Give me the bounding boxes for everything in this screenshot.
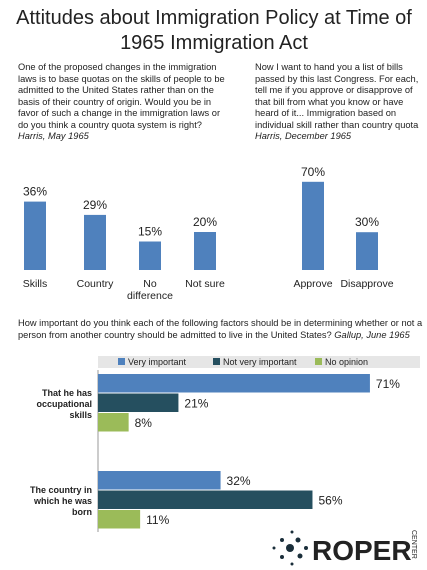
legend-label: Not very important (223, 357, 297, 367)
question: Now I want to hand you a list of bills p… (255, 62, 423, 143)
page-title: Attitudes about Immigration Policy at Ti… (16, 7, 412, 54)
value-label: 11% (146, 513, 169, 527)
legend-bg (98, 356, 420, 368)
logo-sub: CENTER (410, 530, 417, 559)
legend-label: Very important (128, 357, 187, 367)
bar (98, 510, 141, 529)
bar (139, 241, 161, 270)
bar (84, 214, 106, 270)
bar (98, 393, 179, 412)
value-label: 30% (355, 215, 379, 229)
bar (302, 181, 324, 270)
question: One of the proposed changes in the immig… (18, 62, 228, 143)
value-label: 15% (138, 225, 162, 239)
bar (98, 413, 129, 432)
value-label: 32% (227, 474, 251, 488)
question-text: Now I want to hand you a list of bills p… (255, 62, 419, 130)
value-label: 21% (184, 396, 208, 410)
logo-icon (272, 530, 308, 566)
value-label: 29% (83, 198, 107, 212)
question: How important do you think each of the f… (18, 318, 423, 341)
bar (356, 232, 378, 270)
category-label: Not sure (185, 278, 225, 290)
legend-swatch (213, 358, 220, 365)
value-label: 20% (193, 215, 217, 229)
legend-label: No opinion (325, 357, 368, 367)
source: Gallup, June 1965 (334, 329, 410, 340)
source: Harris, December 1965 (255, 131, 352, 141)
legend-swatch (118, 358, 125, 365)
question-text: One of the proposed changes in the immig… (18, 62, 225, 130)
source: Harris, May 1965 (18, 131, 89, 141)
question-text: How important do you think each of the f… (18, 318, 423, 340)
bar (24, 201, 46, 270)
bar (98, 490, 313, 509)
value-label: 56% (318, 493, 342, 507)
category-label: Country (76, 278, 114, 290)
category-label: No difference (127, 278, 173, 302)
category-label: Approve (293, 278, 333, 290)
value-label: 70% (301, 165, 325, 179)
bar (194, 232, 216, 270)
value-label: 8% (135, 416, 153, 430)
category-label: Skills (22, 278, 48, 290)
value-label: 36% (23, 185, 47, 199)
legend-swatch (315, 358, 322, 365)
value-label: 71% (376, 377, 400, 391)
bar (98, 374, 370, 393)
category-label: Disapprove (340, 278, 394, 290)
logo-name: ROPER (312, 535, 412, 566)
category-label: That he has occupational skills (36, 388, 92, 420)
bar (98, 471, 221, 490)
category-label: The country in which he was born (29, 485, 92, 517)
